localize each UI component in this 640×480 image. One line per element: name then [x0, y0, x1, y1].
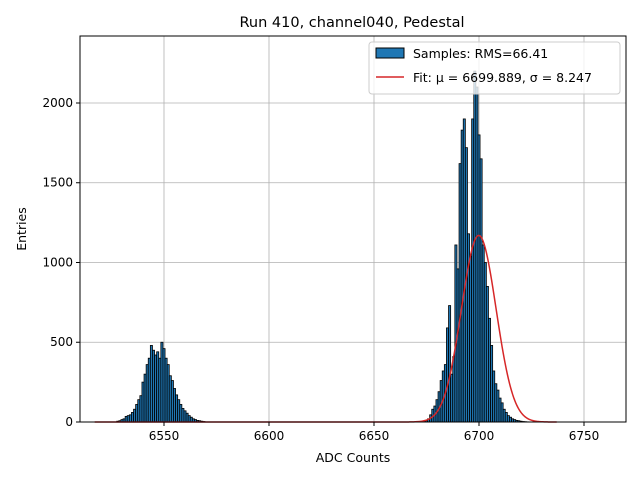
plot-area-frame [79, 35, 627, 423]
chart-title: Run 410, channel040, Pedestal [239, 15, 464, 31]
x-tick-label: 6550 [149, 429, 180, 443]
x-tick-label: 6750 [569, 429, 600, 443]
y-tick-label: 2000 [42, 96, 73, 110]
legend-box [368, 41, 621, 95]
y-tick-label: 0 [65, 415, 73, 429]
legend-label-fit: Fit: μ = 6699.889, σ = 8.247 [413, 70, 592, 85]
legend-label-samples: Samples: RMS=66.41 [413, 46, 548, 61]
x-tick-label: 6700 [464, 429, 495, 443]
x-axis-label: ADC Counts [316, 450, 391, 465]
y-axis-ticks: 0 500 1000 1500 2000 [42, 96, 80, 429]
y-tick-label: 1000 [42, 255, 73, 269]
y-axis-label: Entries [14, 207, 29, 251]
y-tick-label: 1500 [42, 176, 73, 190]
x-axis-ticks: 6550 6600 6650 6700 6750 [149, 422, 600, 443]
x-tick-label: 6600 [254, 429, 285, 443]
x-tick-label: 6650 [359, 429, 390, 443]
legend-swatch-samples [375, 47, 405, 59]
legend: Samples: RMS=66.41 Fit: μ = 6699.889, σ … [368, 41, 621, 95]
y-tick-label: 500 [50, 335, 73, 349]
